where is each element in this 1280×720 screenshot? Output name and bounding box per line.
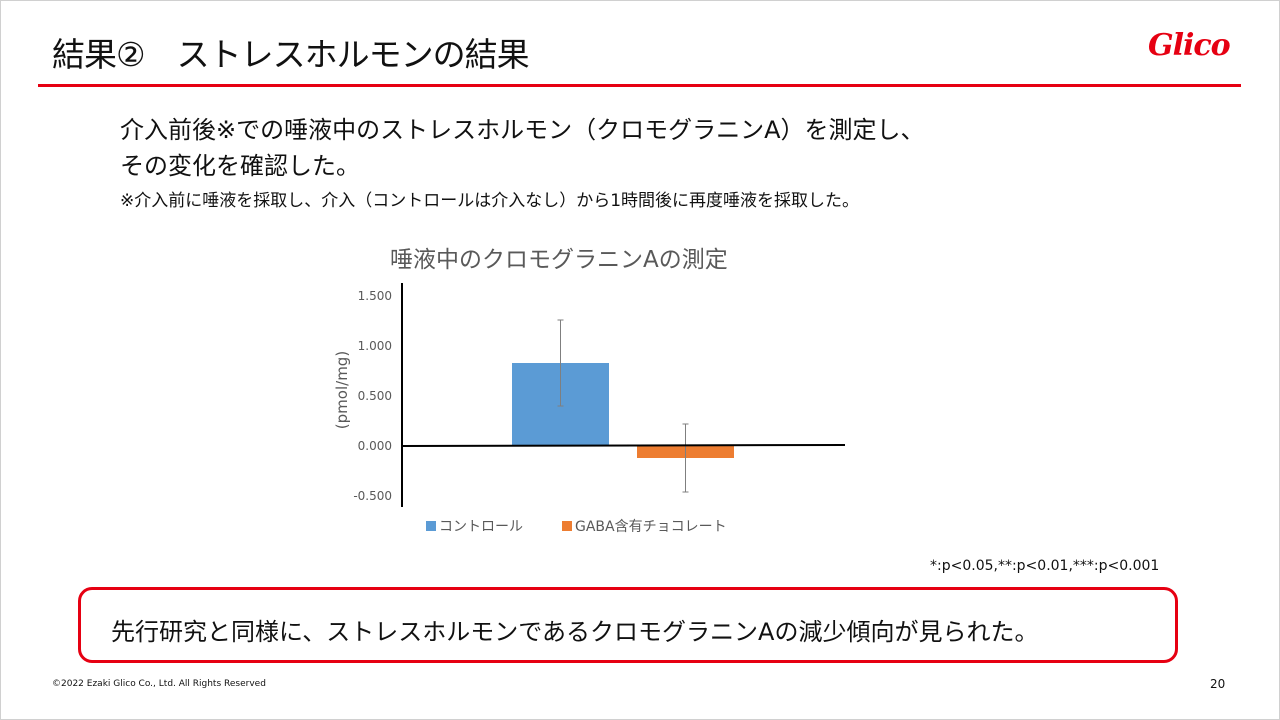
y-tick-label: 0.500 (358, 389, 392, 403)
conclusion-text: 先行研究と同様に、ストレスホルモンであるクロモグラニンAの減少傾向が見られた。 (111, 618, 1039, 646)
glico-logo: Glico (1148, 28, 1231, 63)
x-axis (401, 444, 846, 447)
lead-text: 介入前後※での唾液中のストレスホルモン（クロモグラニンA）を測定し、 その変化を… (120, 112, 925, 184)
legend-label: GABA含有チョコレート (575, 519, 727, 535)
y-tick-label: 1.000 (358, 339, 392, 353)
slide-title: 結果② ストレスホルモンの結果 (52, 35, 530, 74)
lead-line-2: その変化を確認した。 (120, 152, 360, 180)
method-note: ※介入前に唾液を採取し、介入（コントロールは介入なし）から1時間後に再度唾液を採… (120, 191, 860, 211)
y-axis-label: (pmol/mg) (333, 351, 351, 429)
significance-note: *:p<0.05,**:p<0.01,***:p<0.001 (930, 558, 1160, 574)
conclusion-box: 先行研究と同様に、ストレスホルモンであるクロモグラニンAの減少傾向が見られた。 (78, 587, 1178, 663)
legend-swatch (426, 521, 436, 531)
page-number: 20 (1210, 677, 1226, 691)
chart-title: 唾液中のクロモグラニンAの測定 (390, 247, 728, 273)
y-tick-label: 1.500 (358, 289, 392, 303)
legend-label: コントロール (439, 519, 523, 535)
copyright: ©2022 Ezaki Glico Co., Ltd. All Rights R… (52, 679, 266, 689)
lead-line-1: 介入前後※での唾液中のストレスホルモン（クロモグラニンA）を測定し、 (120, 116, 925, 144)
y-tick-label: 0.000 (358, 439, 392, 453)
legend-swatch (562, 521, 572, 531)
title-divider (38, 84, 1241, 87)
y-tick-label: -0.500 (353, 489, 392, 503)
